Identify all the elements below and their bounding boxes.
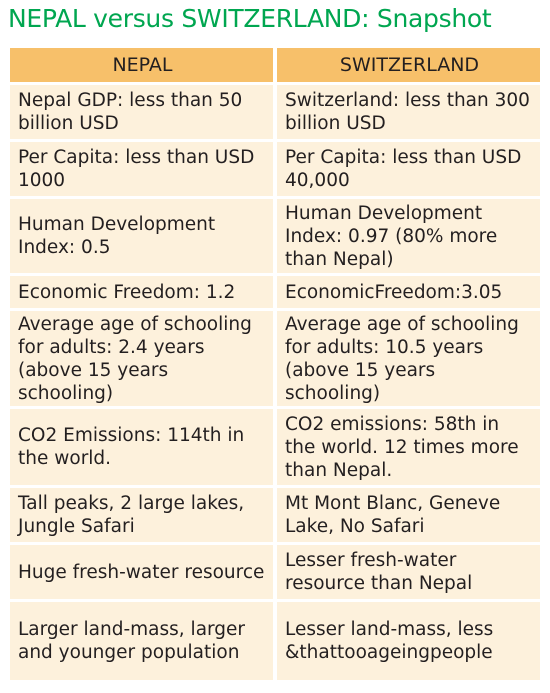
- table-row: Human Development Index: 0.5 Human Devel…: [10, 199, 540, 273]
- cell-text: Mt Mont Blanc, Geneve Lake, No Safari: [285, 493, 501, 537]
- cell-text: CO2 Emissions: 114th in the world.: [18, 425, 245, 469]
- cell-text: Per Capita: less than USD 1000: [18, 147, 255, 191]
- cell-text: Nepal GDP: less than 50 billion USD: [18, 90, 243, 134]
- cell-text: Lesser fresh-water resource than Nepal: [285, 550, 473, 594]
- cell-text: Average age of schooling for adults: 10.…: [285, 313, 519, 404]
- cell-text: Larger land-mass, larger and younger pop…: [18, 619, 246, 663]
- switzerland-cell: Lesser fresh-water resource than Nepal: [277, 545, 540, 599]
- table-header-row: NEPAL SWITZERLAND: [10, 48, 540, 82]
- nepal-cell: Huge fresh-water resource: [10, 545, 273, 599]
- cell-text: Tall peaks, 2 large lakes, Jungle Safari: [18, 493, 245, 537]
- cell-text: Huge fresh-water resource: [18, 561, 265, 583]
- cell-text: Lesser land-mass, less &thattooageingpeo…: [285, 619, 494, 663]
- cell-text: Economic Freedom: 1.2: [18, 281, 236, 303]
- switzerland-cell: Lesser land-mass, less &thattooageingpeo…: [277, 602, 540, 680]
- cell-text: EconomicFreedom:3.05: [285, 281, 503, 303]
- page-title: NEPAL versus SWITZERLAND: Snapshot: [8, 4, 492, 33]
- nepal-cell: Per Capita: less than USD 1000: [10, 142, 273, 196]
- cell-text: Per Capita: less than USD 40,000: [285, 147, 522, 191]
- column-header-label: NEPAL: [112, 53, 173, 76]
- cell-text: Human Development Index: 0.97 (80% more …: [285, 202, 498, 270]
- nepal-cell: CO2 Emissions: 114th in the world.: [10, 409, 273, 485]
- nepal-cell: Human Development Index: 0.5: [10, 199, 273, 273]
- table-row: CO2 Emissions: 114th in the world. CO2 e…: [10, 409, 540, 485]
- switzerland-cell: Per Capita: less than USD 40,000: [277, 142, 540, 196]
- nepal-cell: Nepal GDP: less than 50 billion USD: [10, 85, 273, 139]
- comparison-table: NEPAL SWITZERLAND Nepal GDP: less than 5…: [10, 48, 540, 683]
- table-row: Economic Freedom: 1.2 EconomicFreedom:3.…: [10, 276, 540, 308]
- table-row: Average age of schooling for adults: 2.4…: [10, 311, 540, 406]
- table-row: Huge fresh-water resource Lesser fresh-w…: [10, 545, 540, 599]
- table-row: Tall peaks, 2 large lakes, Jungle Safari…: [10, 488, 540, 542]
- nepal-cell: Tall peaks, 2 large lakes, Jungle Safari: [10, 488, 273, 542]
- column-header-nepal: NEPAL: [10, 48, 273, 82]
- column-header-label: SWITZERLAND: [339, 53, 480, 76]
- cell-text: Average age of schooling for adults: 2.4…: [18, 313, 252, 404]
- cell-text: Switzerland: less than 300 billion USD: [285, 90, 530, 134]
- switzerland-cell: Switzerland: less than 300 billion USD: [277, 85, 540, 139]
- table-row: Nepal GDP: less than 50 billion USD Swit…: [10, 85, 540, 139]
- switzerland-cell: Average age of schooling for adults: 10.…: [277, 311, 540, 406]
- switzerland-cell: CO2 emissions: 58th in the world. 12 tim…: [277, 409, 540, 485]
- switzerland-cell: Human Development Index: 0.97 (80% more …: [277, 199, 540, 273]
- nepal-cell: Economic Freedom: 1.2: [10, 276, 273, 308]
- column-header-switzerland: SWITZERLAND: [277, 48, 540, 82]
- switzerland-cell: EconomicFreedom:3.05: [277, 276, 540, 308]
- cell-text: CO2 emissions: 58th in the world. 12 tim…: [285, 413, 519, 481]
- nepal-cell: Average age of schooling for adults: 2.4…: [10, 311, 273, 406]
- nepal-cell: Larger land-mass, larger and younger pop…: [10, 602, 273, 680]
- table-row: Larger land-mass, larger and younger pop…: [10, 602, 540, 680]
- switzerland-cell: Mt Mont Blanc, Geneve Lake, No Safari: [277, 488, 540, 542]
- table-row: Per Capita: less than USD 1000 Per Capit…: [10, 142, 540, 196]
- cell-text: Human Development Index: 0.5: [18, 214, 216, 258]
